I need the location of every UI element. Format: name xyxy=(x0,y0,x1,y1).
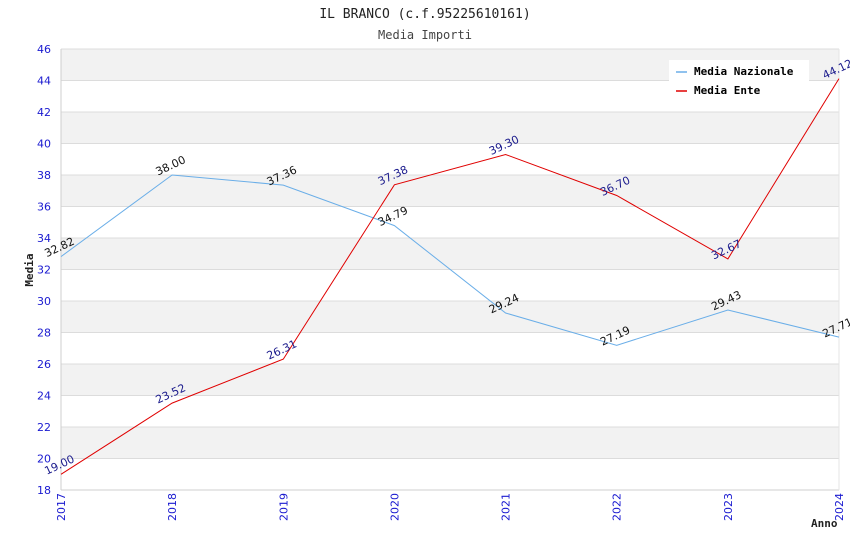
grid-band xyxy=(61,301,839,333)
y-tick-label: 28 xyxy=(37,327,51,340)
grid-band xyxy=(61,458,839,490)
axes xyxy=(60,49,840,491)
y-tick-label: 30 xyxy=(37,295,51,308)
series-line-media-ente xyxy=(60,78,840,475)
y-tick-label: 36 xyxy=(37,201,51,214)
x-tick-label: 2023 xyxy=(722,493,735,521)
grid-band xyxy=(61,175,839,207)
y-tick-label: 20 xyxy=(37,453,51,466)
grid-band xyxy=(61,269,839,301)
legend-label-media-ente: Media Ente xyxy=(694,84,761,97)
y-tick-label: 38 xyxy=(37,169,51,182)
y-tick-label: 40 xyxy=(37,138,51,151)
legend-box xyxy=(669,60,809,102)
y-tick-label: 44 xyxy=(37,75,51,88)
chart-title: IL BRANCO (c.f.95225610161) xyxy=(319,7,530,22)
legend: Media Nazionale Media Ente xyxy=(669,60,809,102)
grid-band xyxy=(61,112,839,144)
y-axis-label: Media xyxy=(23,253,36,286)
grid-band xyxy=(61,206,839,238)
grid-band xyxy=(61,238,839,270)
y-tick-label: 46 xyxy=(37,43,51,56)
series-lines xyxy=(60,78,840,475)
y-tick-label: 42 xyxy=(37,106,51,119)
y-tick-label: 26 xyxy=(37,358,51,371)
y-tick-label: 32 xyxy=(37,264,51,277)
y-tick-label: 24 xyxy=(37,390,51,403)
x-tick-label: 2019 xyxy=(277,493,290,521)
grid-band xyxy=(61,364,839,396)
x-tick-labels: 2017 2018 2019 2020 2021 2022 2023 2024 xyxy=(55,493,846,521)
y-tick-labels: 18 20 22 24 26 28 30 32 34 36 38 40 42 44 46 xyxy=(37,43,51,497)
series-line-media-nazionale xyxy=(60,174,840,346)
x-tick-label: 2017 xyxy=(55,493,68,521)
y-tick-label: 34 xyxy=(37,232,51,245)
x-tick-label: 2018 xyxy=(166,493,179,521)
x-tick-label: 2022 xyxy=(611,493,624,521)
y-tick-label: 18 xyxy=(37,484,51,497)
chart-subtitle: Media Importi xyxy=(378,28,472,42)
grid-bands xyxy=(61,49,839,490)
grid-band xyxy=(61,332,839,364)
x-tick-label: 2021 xyxy=(500,493,513,521)
grid-band xyxy=(61,427,839,459)
legend-label-media-nazionale: Media Nazionale xyxy=(694,65,794,78)
x-tick-label: 2020 xyxy=(388,493,401,521)
grid-band xyxy=(61,395,839,427)
x-tick-label: 2024 xyxy=(833,493,846,521)
y-tick-label: 22 xyxy=(37,421,51,434)
x-axis-label: Anno xyxy=(811,517,838,530)
